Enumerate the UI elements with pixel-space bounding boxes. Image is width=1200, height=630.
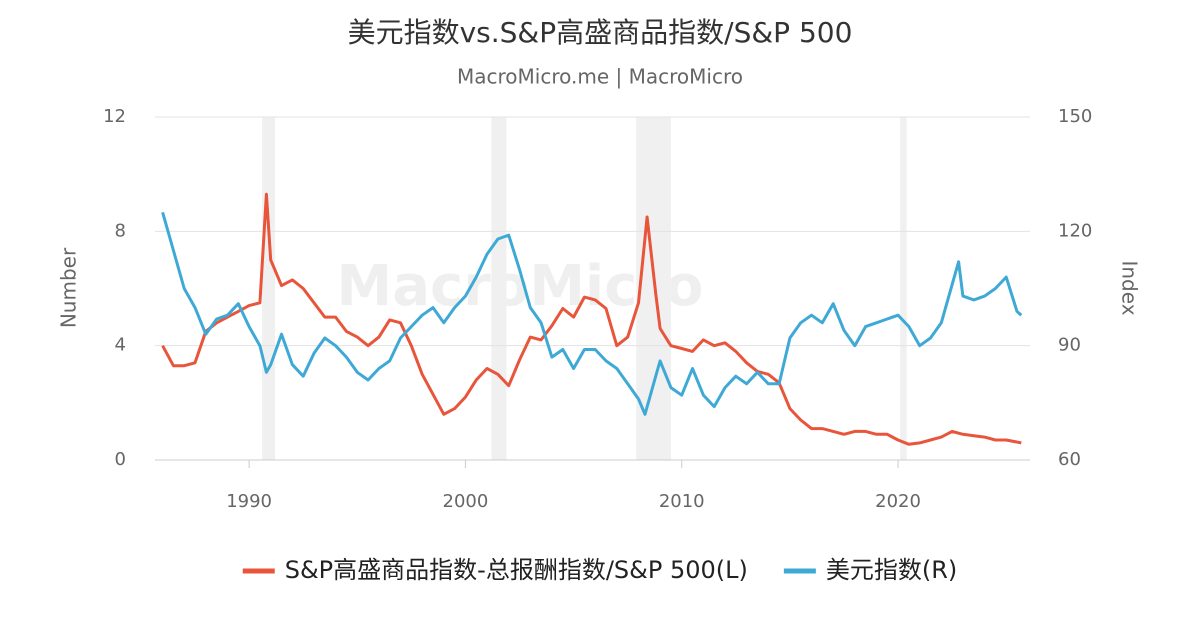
legend-label[interactable]: S&P高盛商品指数-总报酬指数/S&P 500(L) <box>285 556 748 584</box>
recession-band <box>262 117 276 460</box>
y-tick-label: 8 <box>115 220 126 241</box>
x-tick-label: 2020 <box>875 491 921 512</box>
data-line <box>161 211 1023 416</box>
chart-subtitle: MacroMicro.me | MacroMicro <box>457 65 743 89</box>
y2-tick-label: 120 <box>1058 220 1092 241</box>
y2-tick-label: 150 <box>1058 106 1092 127</box>
y-axis-label: Number <box>57 247 81 328</box>
recession-band <box>491 117 507 460</box>
y2-axis-label: Index <box>1118 260 1142 315</box>
y2-tick-label: 90 <box>1058 335 1081 356</box>
y-tick-label: 0 <box>115 449 126 470</box>
legend-label[interactable]: 美元指数(R) <box>826 556 957 584</box>
x-tick-label: 2010 <box>659 491 705 512</box>
x-tick-label: 1990 <box>226 491 272 512</box>
x-tick-label: 2000 <box>443 491 489 512</box>
data-line <box>161 192 1022 446</box>
y-tick-label: 4 <box>115 335 126 356</box>
chart-title: 美元指数vs.S&P高盛商品指数/S&P 500 <box>348 16 853 49</box>
recession-band <box>900 117 907 460</box>
y-tick-label: 12 <box>103 106 126 127</box>
y2-tick-label: 60 <box>1058 449 1081 470</box>
recession-band <box>636 117 671 460</box>
